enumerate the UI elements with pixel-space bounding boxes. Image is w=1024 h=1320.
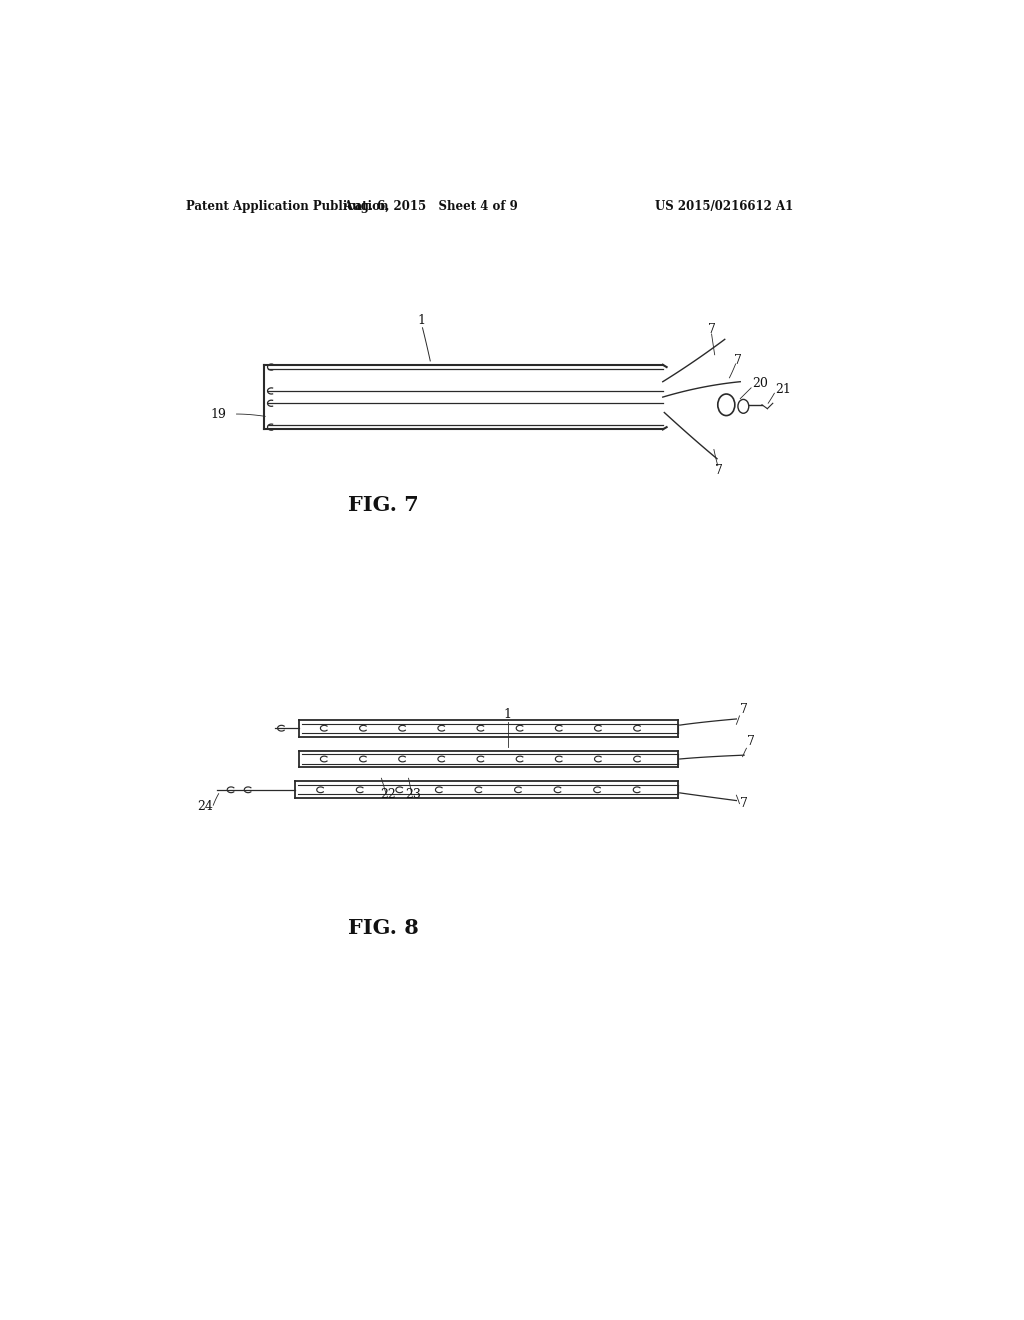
Ellipse shape	[718, 395, 735, 416]
Text: US 2015/0216612 A1: US 2015/0216612 A1	[655, 199, 794, 213]
Text: 7: 7	[740, 797, 749, 809]
Text: 1: 1	[504, 709, 512, 721]
Text: Aug. 6, 2015   Sheet 4 of 9: Aug. 6, 2015 Sheet 4 of 9	[343, 199, 517, 213]
Ellipse shape	[738, 400, 749, 413]
Text: 19: 19	[211, 408, 226, 421]
Text: 7: 7	[715, 463, 723, 477]
Text: 21: 21	[775, 383, 791, 396]
Text: 20: 20	[752, 376, 768, 389]
Text: 7: 7	[734, 354, 741, 367]
Text: FIG. 8: FIG. 8	[348, 919, 419, 939]
Text: 7: 7	[708, 323, 716, 335]
Text: 7: 7	[748, 735, 755, 748]
Text: 23: 23	[406, 788, 421, 801]
Text: 1: 1	[417, 314, 425, 327]
Text: 7: 7	[740, 702, 749, 715]
Text: FIG. 7: FIG. 7	[348, 495, 419, 515]
Text: Patent Application Publication: Patent Application Publication	[186, 199, 389, 213]
Text: 24: 24	[198, 800, 213, 813]
Text: 22: 22	[380, 788, 395, 801]
